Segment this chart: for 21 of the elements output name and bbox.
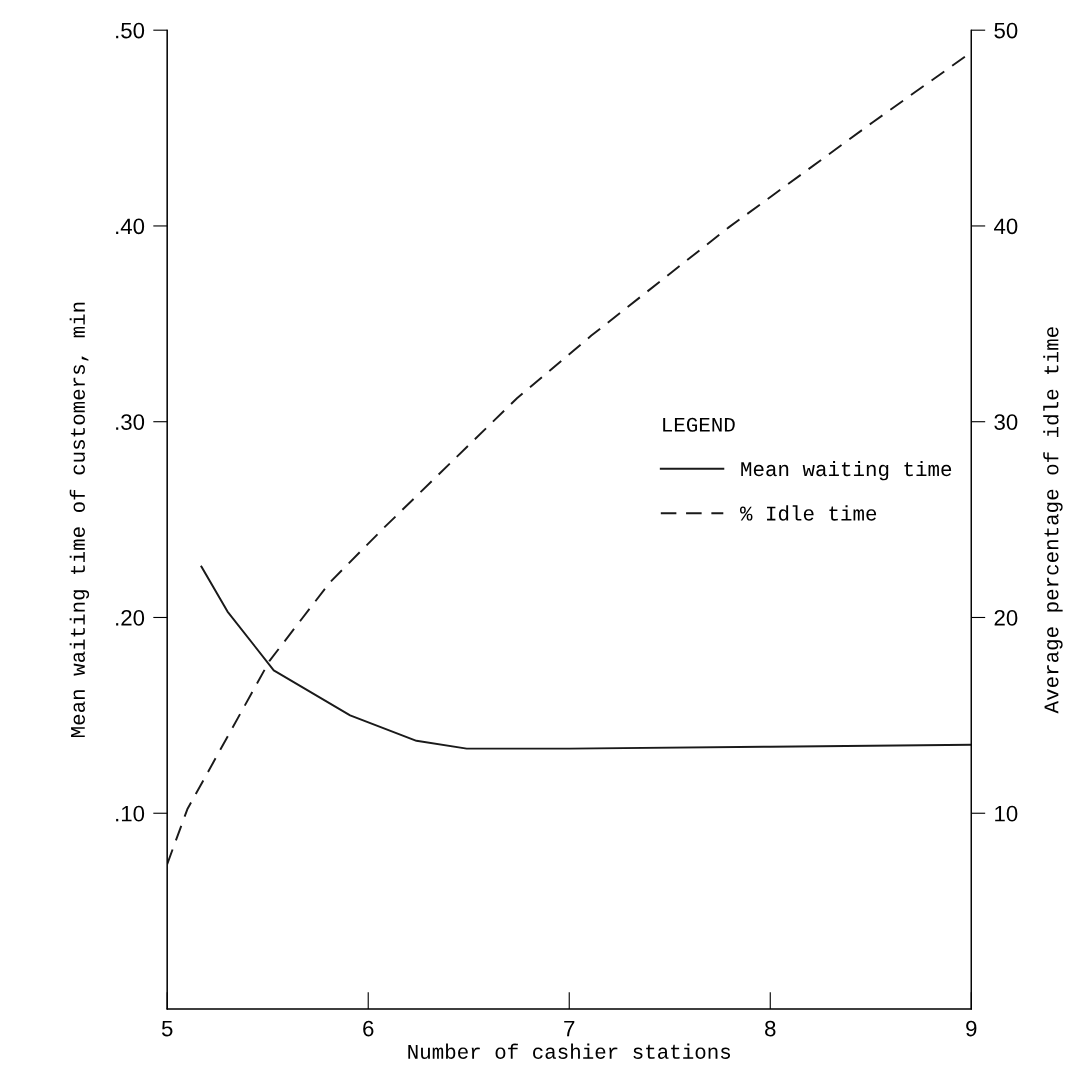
y2-tick-label: 40 (994, 218, 1018, 235)
y-tick-label: .50 (116, 22, 145, 39)
y2-tick-label: 50 (994, 22, 1018, 39)
y-tick-label: .10 (116, 805, 145, 822)
y-axis-title: Mean waiting time of customers, min (69, 302, 90, 738)
legend-label: % Idle time (739, 505, 877, 521)
x-axis-title: Number of cashier stations (408, 1043, 731, 1059)
y-tick-label: .20 (116, 610, 145, 626)
y-tick-label: .40 (116, 218, 145, 235)
y-tick-label: .30 (116, 414, 145, 430)
legend-title: LEGEND (663, 417, 735, 432)
y2-tick-label: 10 (995, 805, 1018, 822)
x-tick-label: 8 (765, 1020, 776, 1037)
x-tick-label: 6 (363, 1020, 374, 1037)
x-tick-label: 5 (161, 1020, 173, 1037)
y2-tick-label: 30 (994, 414, 1018, 430)
legend-label: Mean waiting time (741, 460, 952, 481)
y2-tick-label: 20 (994, 610, 1018, 626)
x-tick-label: 7 (564, 1020, 575, 1037)
y2-axis-title: Average percentage of idle time (1043, 327, 1063, 714)
x-tick-label: 9 (966, 1020, 977, 1037)
